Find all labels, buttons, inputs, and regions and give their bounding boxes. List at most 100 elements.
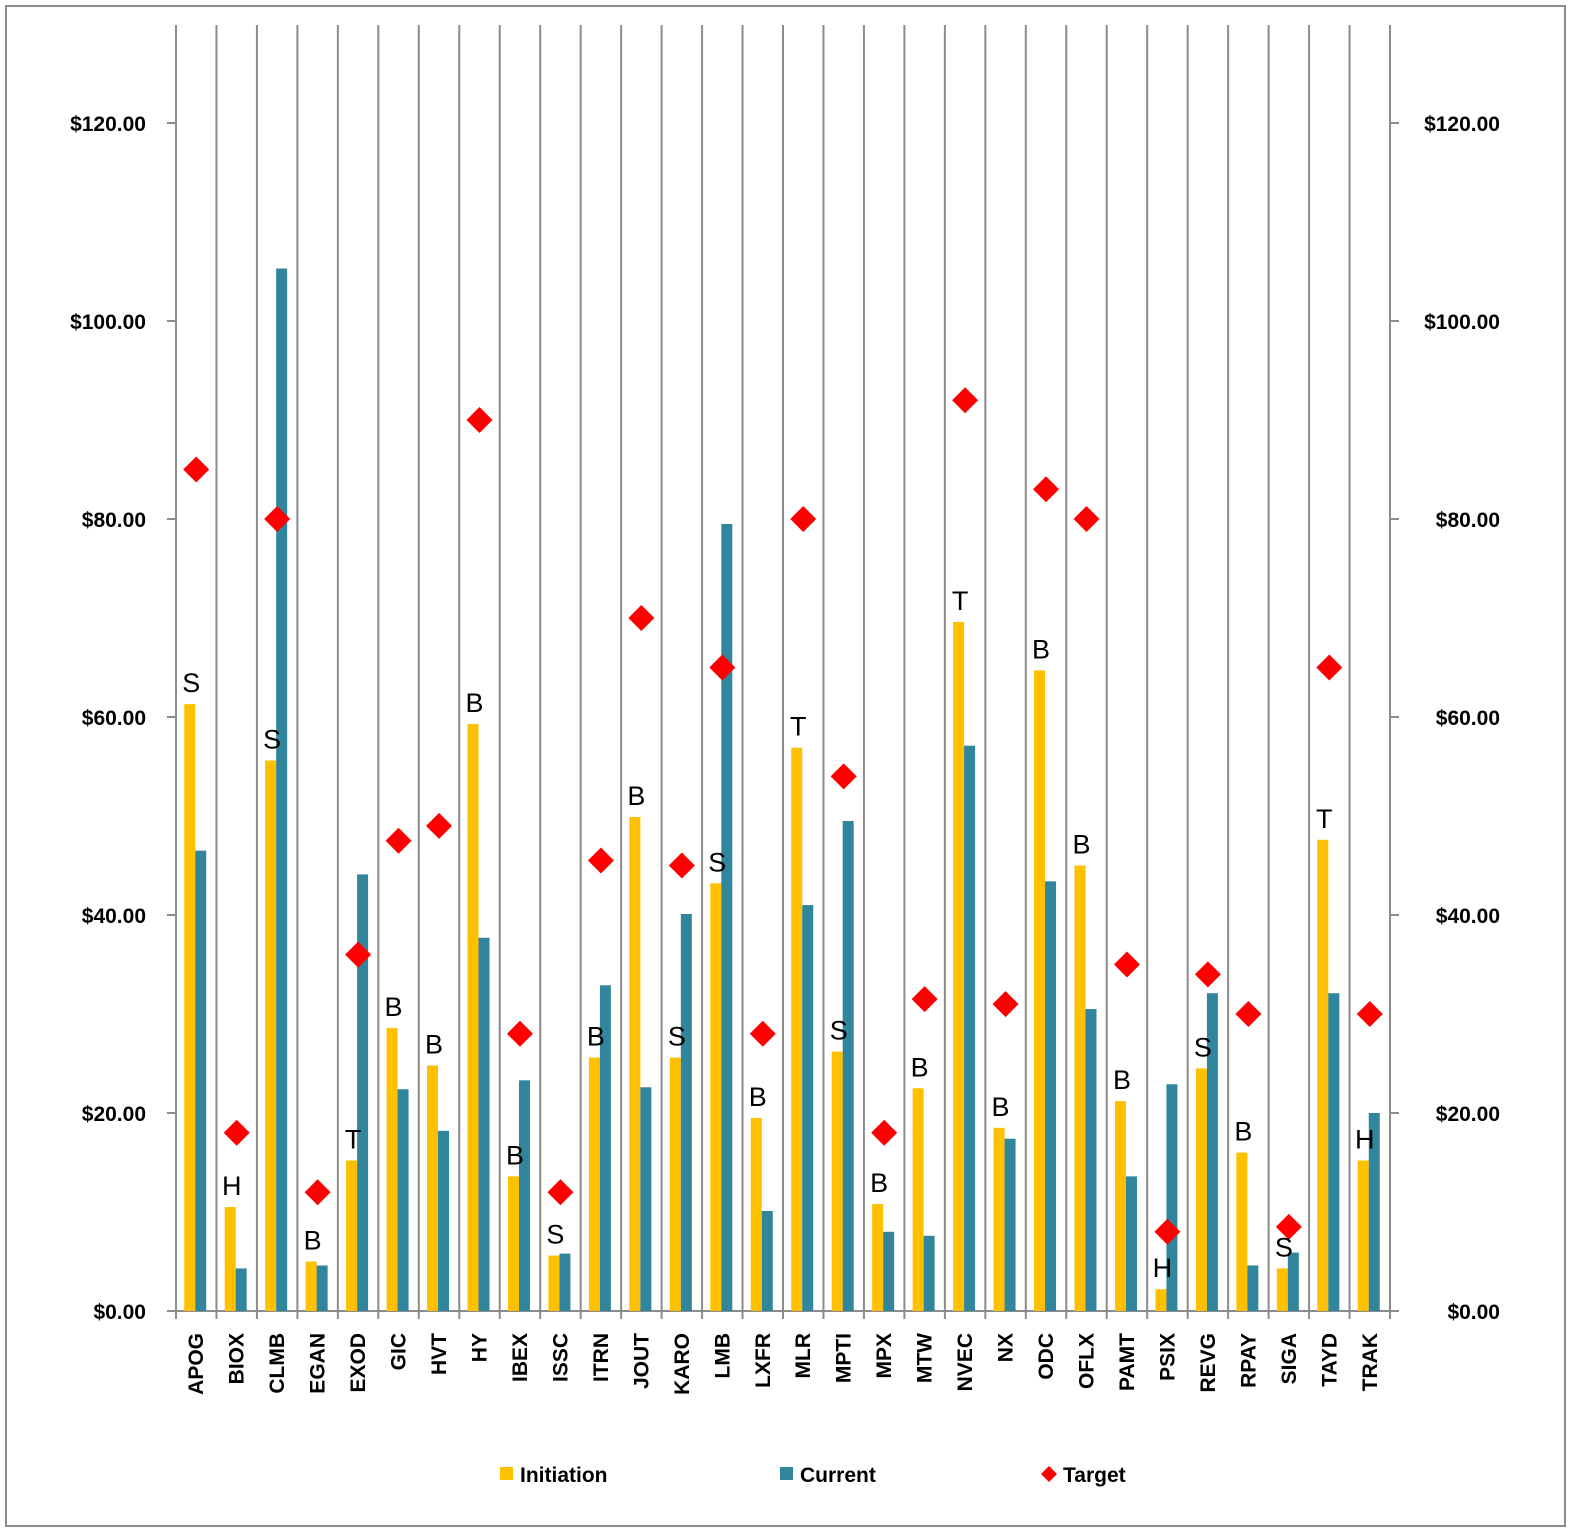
bar-initiation-jout xyxy=(629,816,641,1311)
x-category-label-lxfr: LXFR xyxy=(752,1333,775,1388)
x-category-label-hvt: HVT xyxy=(428,1333,451,1375)
marker-target-itrn xyxy=(587,847,614,874)
marker-target-oflx xyxy=(1073,506,1100,532)
rating-label-jout: B xyxy=(627,781,645,811)
y-tick-label-right: $20.00 xyxy=(1436,1103,1500,1126)
marker-target-mpti xyxy=(830,763,857,790)
bar-initiation-gic xyxy=(386,1027,398,1311)
bar-initiation-trak xyxy=(1357,1160,1369,1311)
bar-current-issc xyxy=(559,1253,571,1311)
bar-initiation-oflx xyxy=(1074,865,1086,1311)
x-category-label-ibex: IBEX xyxy=(509,1333,532,1382)
bar-initiation-psix xyxy=(1155,1289,1167,1311)
marker-target-mtw xyxy=(911,986,938,1013)
rating-label-exod: T xyxy=(345,1125,362,1155)
bar-initiation-clmb xyxy=(265,760,277,1311)
legend-swatch-initiation xyxy=(500,1467,513,1480)
marker-target-jout xyxy=(628,605,655,631)
rating-label-psix: H xyxy=(1153,1253,1173,1283)
rating-label-issc: S xyxy=(546,1220,564,1250)
rating-label-odc: B xyxy=(1032,634,1050,664)
rating-label-mpti: S xyxy=(830,1016,848,1046)
bar-initiation-lxfr xyxy=(750,1117,762,1311)
x-category-label-itrn: ITRN xyxy=(590,1333,613,1382)
y-tick-label-left: $20.00 xyxy=(82,1103,146,1126)
bar-initiation-biox xyxy=(224,1207,236,1311)
rating-label-biox: H xyxy=(222,1171,242,1201)
rating-label-clmb: S xyxy=(263,725,281,755)
bar-current-hvt xyxy=(438,1130,450,1311)
x-category-label-egan: EGAN xyxy=(307,1333,330,1394)
marker-target-ibex xyxy=(506,1020,533,1047)
x-category-label-lmb: LMB xyxy=(711,1333,734,1379)
rating-label-hy: B xyxy=(465,688,483,718)
rating-label-trak: H xyxy=(1355,1125,1375,1155)
bar-initiation-mlr xyxy=(791,747,803,1311)
x-category-label-gic: GIC xyxy=(388,1333,411,1370)
rating-label-lmb: S xyxy=(708,847,726,877)
marker-target-egan xyxy=(304,1179,331,1206)
bar-initiation-siga xyxy=(1276,1268,1288,1311)
rating-label-gic: B xyxy=(385,992,403,1022)
legend-swatch-current xyxy=(780,1467,793,1480)
x-category-label-tayd: TAYD xyxy=(1318,1333,1341,1387)
rating-label-oflx: B xyxy=(1072,830,1090,860)
bar-current-trak xyxy=(1368,1113,1380,1311)
x-category-label-exod: EXOD xyxy=(347,1333,370,1393)
marker-target-mpx xyxy=(871,1119,898,1146)
marker-target-psix xyxy=(1154,1218,1181,1245)
bar-initiation-issc xyxy=(548,1255,560,1311)
x-category-label-clmb: CLMB xyxy=(266,1333,289,1394)
bar-current-pamt xyxy=(1125,1176,1137,1311)
bar-current-exod xyxy=(357,874,369,1311)
marker-target-tayd xyxy=(1316,654,1343,681)
bar-current-nx xyxy=(1004,1138,1016,1311)
bar-current-mpti xyxy=(842,820,854,1311)
y-tick-label-left: $120.00 xyxy=(70,113,146,136)
x-category-label-pamt: PAMT xyxy=(1116,1333,1139,1391)
rating-label-egan: B xyxy=(304,1226,322,1256)
x-category-label-trak: TRAK xyxy=(1359,1333,1382,1391)
bar-initiation-hvt xyxy=(427,1065,439,1311)
marker-target-trak xyxy=(1356,1001,1383,1027)
bar-initiation-ibex xyxy=(507,1176,519,1311)
bar-current-mtw xyxy=(923,1235,935,1311)
y-tick-label-right: $100.00 xyxy=(1424,311,1500,334)
y-tick-label-right: $120.00 xyxy=(1424,113,1500,136)
x-category-label-siga: SIGA xyxy=(1278,1333,1301,1384)
bar-current-revg xyxy=(1206,993,1218,1311)
rating-label-ibex: B xyxy=(506,1140,524,1170)
marker-target-gic xyxy=(385,827,412,854)
bar-initiation-pamt xyxy=(1114,1101,1126,1311)
bar-current-karo xyxy=(680,914,692,1311)
bar-initiation-rpay xyxy=(1236,1152,1248,1311)
bar-current-ibex xyxy=(518,1080,530,1311)
bar-initiation-tayd xyxy=(1317,839,1329,1311)
bar-current-mlr xyxy=(802,905,814,1311)
bar-initiation-odc xyxy=(1034,670,1046,1311)
marker-target-clmb xyxy=(264,506,291,532)
y-tick-label-left: $40.00 xyxy=(82,905,146,928)
x-category-label-mlr: MLR xyxy=(792,1333,815,1379)
marker-target-lxfr xyxy=(749,1020,776,1047)
y-tick-label-left: $0.00 xyxy=(93,1301,146,1324)
rating-label-mtw: B xyxy=(911,1052,929,1082)
rating-label-mlr: T xyxy=(790,712,807,742)
marker-target-mlr xyxy=(790,506,817,532)
marker-target-issc xyxy=(547,1179,574,1206)
bar-initiation-apog xyxy=(184,704,196,1311)
bar-current-odc xyxy=(1045,881,1057,1311)
bar-initiation-egan xyxy=(305,1261,317,1311)
rating-label-lxfr: B xyxy=(749,1082,767,1112)
x-category-label-psix: PSIX xyxy=(1156,1333,1179,1381)
rating-label-hvt: B xyxy=(425,1029,443,1059)
marker-target-exod xyxy=(345,941,372,968)
x-category-label-mtw: MTW xyxy=(914,1333,937,1383)
bar-current-biox xyxy=(235,1268,247,1311)
bar-current-rpay xyxy=(1247,1265,1259,1311)
bar-current-egan xyxy=(316,1265,328,1311)
bar-initiation-mpti xyxy=(831,1051,843,1311)
marker-target-apog xyxy=(183,456,210,483)
bar-initiation-hy xyxy=(467,723,479,1311)
bar-initiation-itrn xyxy=(588,1057,600,1311)
